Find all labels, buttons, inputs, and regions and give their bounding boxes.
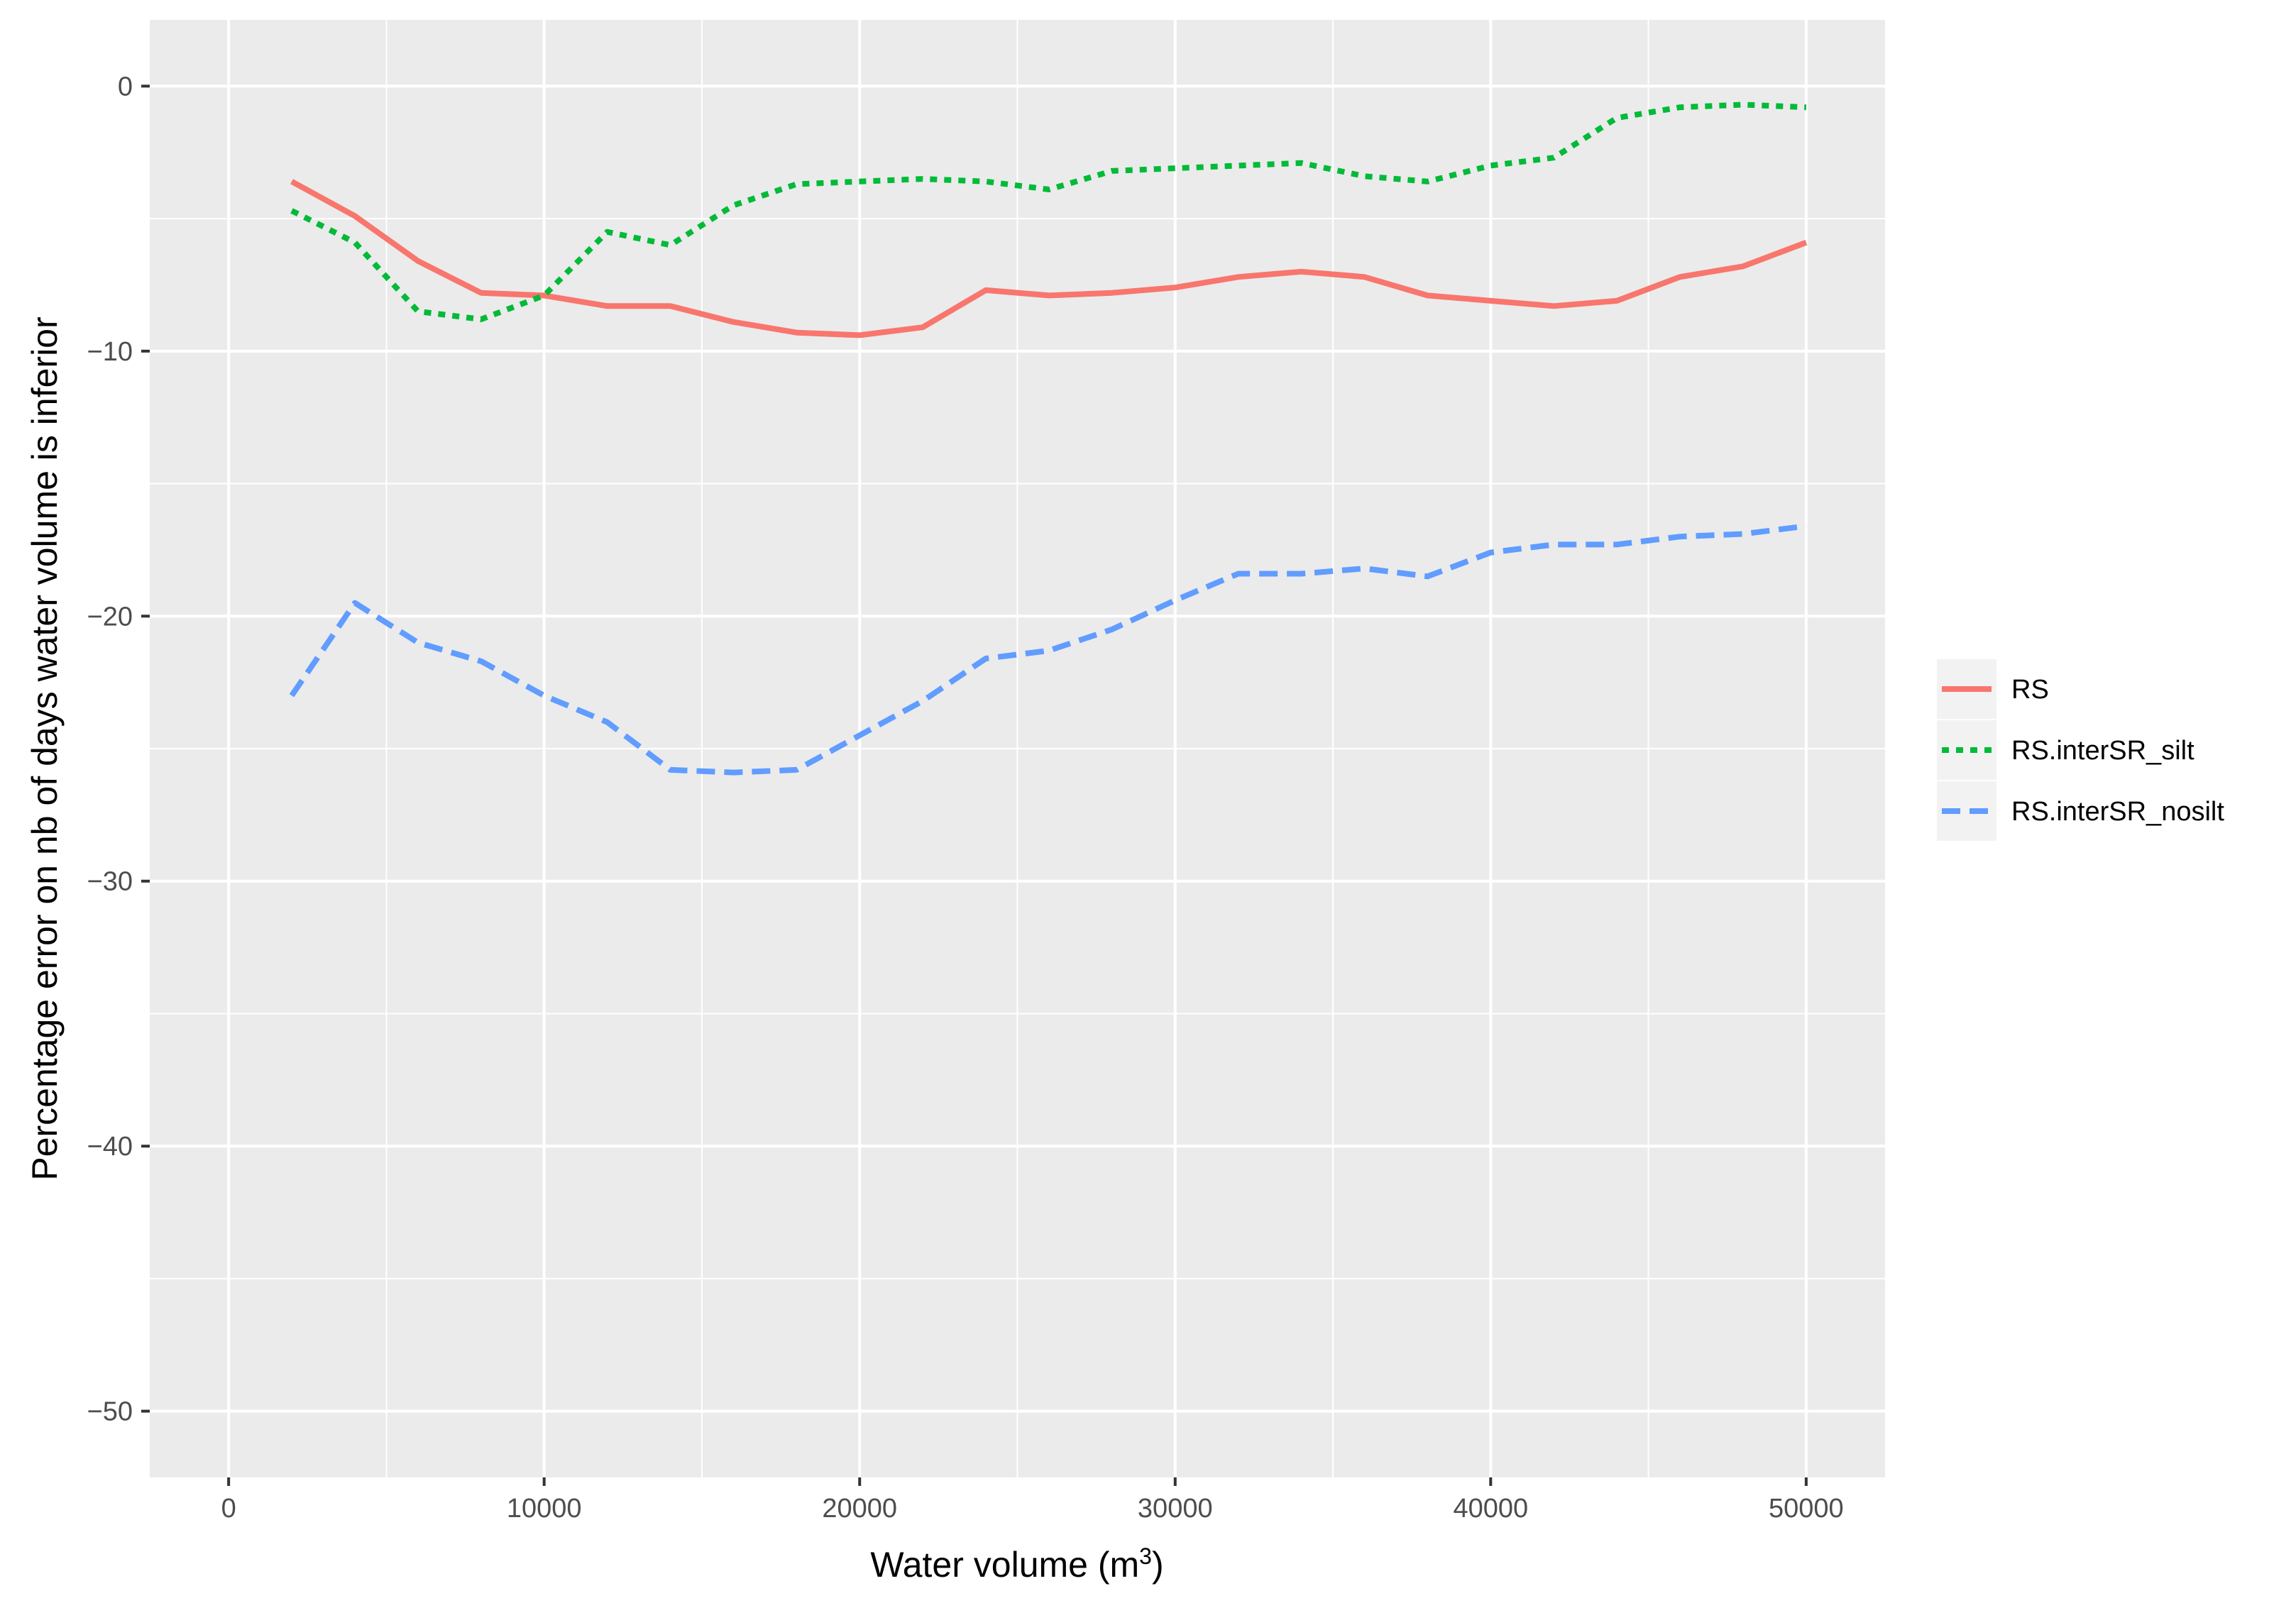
series-line-2 (290, 101, 1807, 322)
legend-label: RS (2011, 675, 2049, 705)
y-tick-label: −40 (87, 1132, 133, 1162)
x-tick-label: 10000 (507, 1494, 582, 1524)
x-axis-title-suffix: ) (1152, 1545, 1164, 1585)
x-axis-title-main: Water volume (m (870, 1545, 1139, 1585)
legend-label: RS.interSR_nosilt (2011, 797, 2224, 827)
y-axis-title: Percentage error on nb of days water vol… (25, 316, 65, 1180)
y-tick-label: 0 (118, 72, 133, 101)
x-tick-label: 40000 (1453, 1494, 1528, 1524)
series-layer (289, 101, 1808, 776)
y-tick-label: −20 (87, 602, 133, 632)
y-axis: 0 −10 −20 −30 −40 −50 (87, 72, 150, 1427)
series-line-1 (290, 179, 1808, 338)
y-tick-label: −10 (87, 337, 133, 367)
x-axis-title-superscript: 3 (1139, 1543, 1152, 1569)
y-tick-label: −30 (87, 867, 133, 897)
legend-label: RS.interSR_silt (2011, 736, 2195, 766)
grid-major (150, 20, 1885, 1477)
x-tick-label: 20000 (822, 1494, 897, 1524)
x-axis-title: Water volume (m3) (870, 1543, 1163, 1585)
x-axis: 0 10000 20000 30000 40000 50000 (221, 1477, 1844, 1524)
legend: RS RS.interSR_silt RS.interSR_nosilt (1935, 658, 2224, 842)
x-tick-label: 0 (221, 1494, 236, 1524)
y-tick-label: −50 (87, 1397, 133, 1427)
grid-minor (150, 20, 1885, 1477)
x-tick-label: 50000 (1769, 1494, 1844, 1524)
x-tick-label: 30000 (1138, 1494, 1213, 1524)
